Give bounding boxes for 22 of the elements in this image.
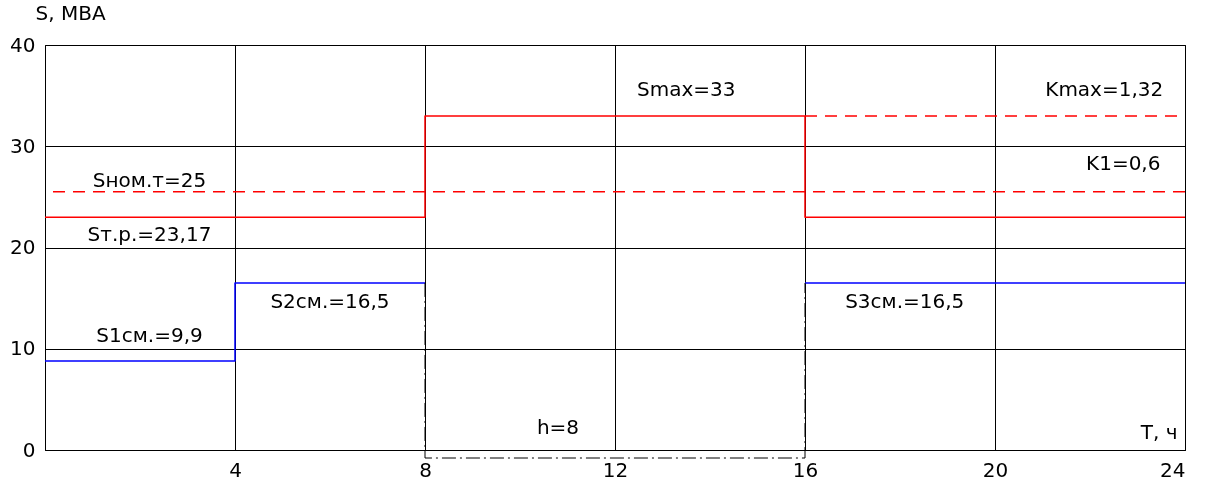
- annotation: Smax=33: [637, 76, 736, 101]
- y-tick-label: 30: [10, 133, 36, 158]
- x-tick-label: 24: [1160, 457, 1186, 482]
- y-tick-label: 0: [22, 437, 36, 462]
- y-axis-title: S, МВА: [35, 0, 106, 25]
- annotation: S1см.=9,9: [96, 322, 203, 347]
- annotation: Sном.т=25: [92, 167, 207, 192]
- y-tick-label: 40: [10, 32, 36, 57]
- x-tick-label: 8: [419, 457, 432, 482]
- annotation: Kmax=1,32: [1045, 76, 1164, 101]
- annotation: S2см.=16,5: [270, 289, 390, 314]
- x-axis-title: T, ч: [1139, 419, 1178, 444]
- annotation: Sт.р.=23,17: [87, 222, 212, 247]
- x-tick-label: 4: [229, 457, 242, 482]
- annotation: h=8: [536, 414, 580, 439]
- x-tick-label: 16: [792, 457, 819, 482]
- y-tick-label: 20: [10, 235, 36, 259]
- x-tick-label: 20: [982, 457, 1009, 482]
- annotation: S3см.=16,5: [845, 289, 965, 314]
- annotation: K1=0,6: [1086, 151, 1161, 176]
- x-tick-label: 12: [602, 457, 629, 482]
- y-tick-label: 10: [10, 336, 36, 361]
